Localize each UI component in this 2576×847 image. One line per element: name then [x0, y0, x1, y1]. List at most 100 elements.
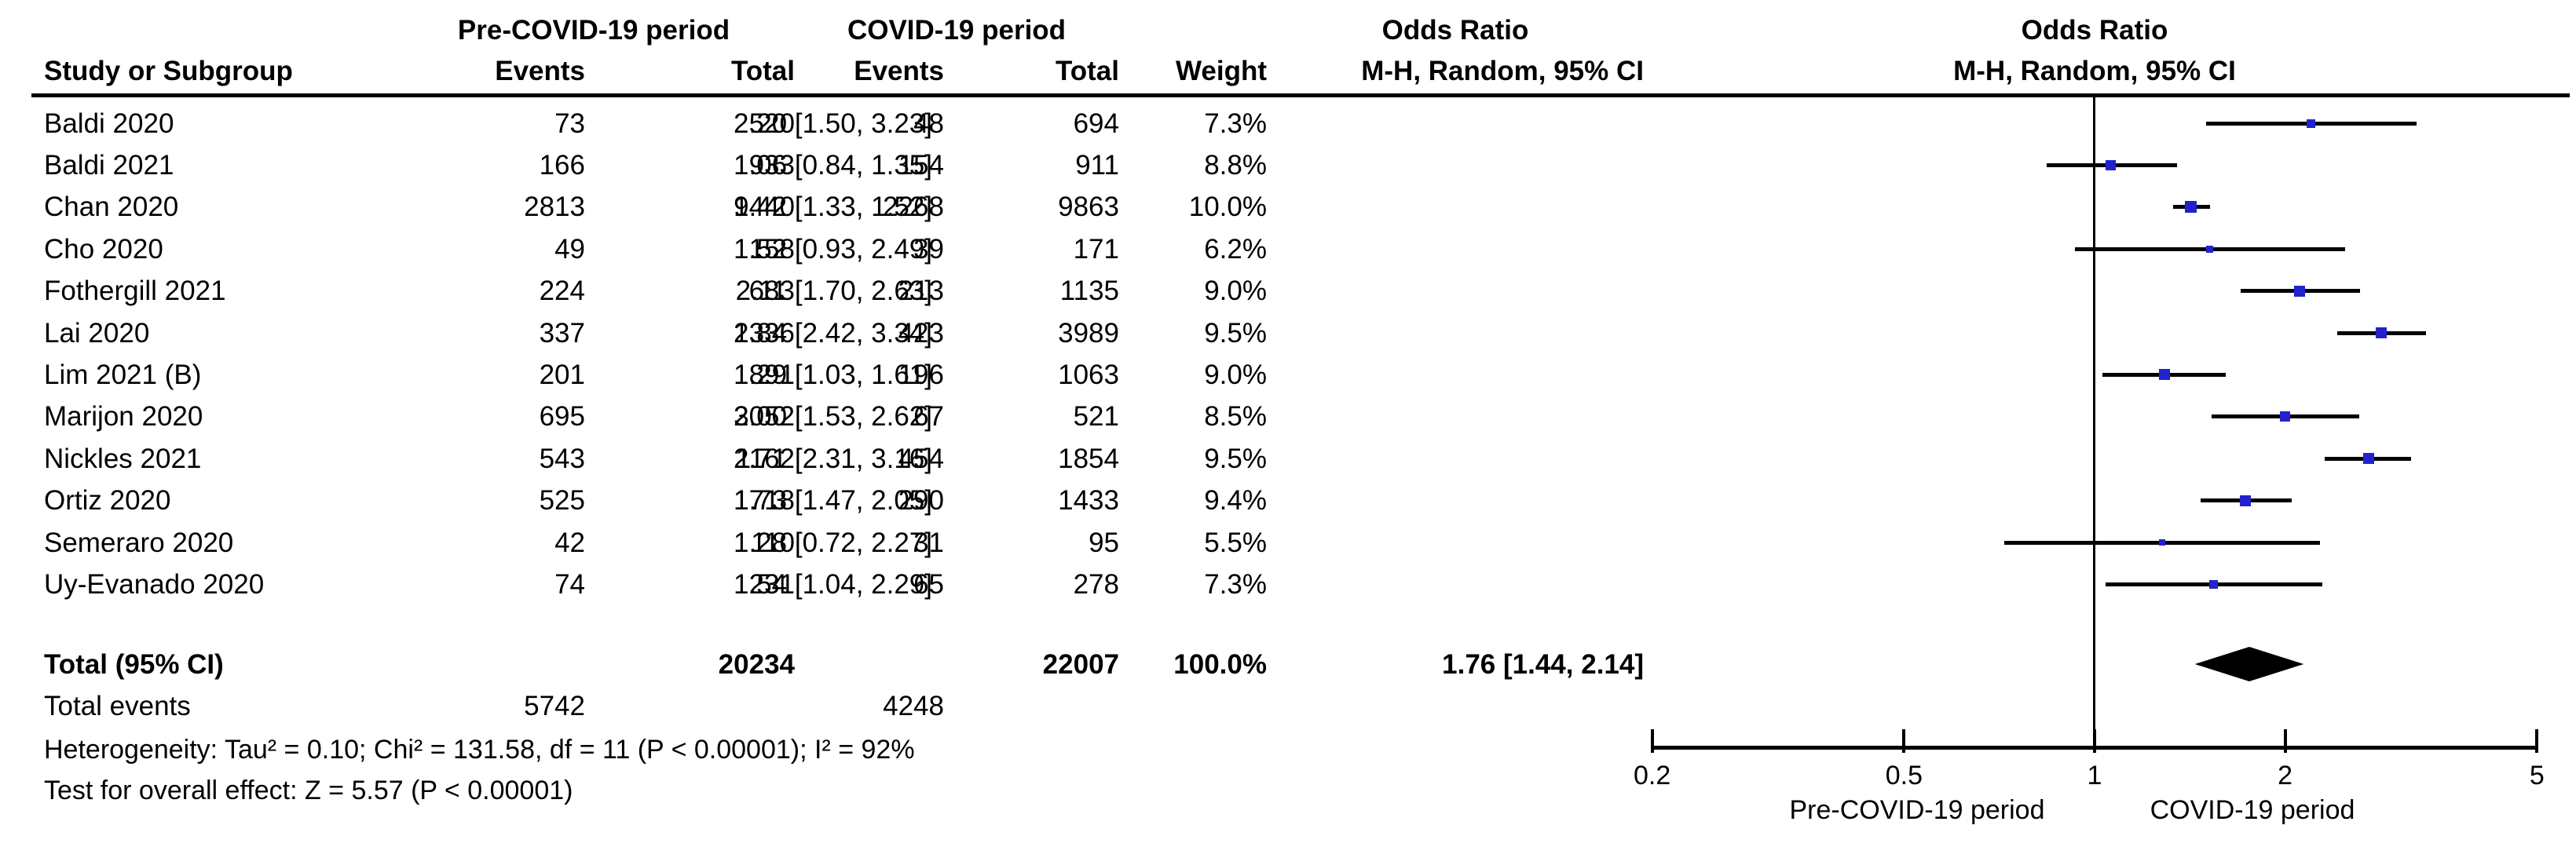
effect-marker — [2159, 369, 2171, 381]
weight: 9.0% — [1204, 276, 1267, 307]
study-name: Fothergill 2021 — [44, 276, 226, 307]
total-covid-total: 22007 — [1042, 649, 1119, 680]
study-name: Ortiz 2020 — [44, 485, 171, 517]
pre-events: 525 — [539, 485, 585, 517]
pre-total: 1162 — [735, 443, 795, 474]
pre-total: 1336 — [734, 317, 795, 349]
weight: 9.4% — [1204, 485, 1267, 517]
pre-total: 9440 — [734, 192, 795, 223]
overall-effect-text: Test for overall effect: Z = 5.57 (P < 0… — [44, 776, 573, 805]
effect-marker — [2376, 327, 2388, 338]
effect-marker — [2294, 285, 2306, 297]
axis-tick — [2535, 729, 2539, 753]
covid-events: 454 — [898, 443, 944, 474]
covid-events: 2268 — [883, 192, 944, 223]
pre-total: 891 — [748, 359, 795, 390]
pre-total: 110 — [751, 527, 795, 558]
effect-marker — [2280, 411, 2291, 422]
covid-total: 1854 — [1058, 443, 1119, 474]
total-events-covid: 4248 — [883, 691, 944, 721]
axis-tick-label: 1 — [2087, 761, 2102, 790]
total-or-ci: 1.76 [1.44, 2.14] — [1442, 649, 1644, 680]
covid-events: 48 — [913, 108, 944, 139]
study-row: Fothergill 2021 224 683 213 1135 9.0% 2.11 [1.… — [0, 270, 2576, 312]
study-row: Baldi 2020 73 520 48 694 7.3% 2.20 [1.50, 3.23… — [0, 103, 2576, 144]
total-pre-total: 20234 — [718, 649, 795, 680]
study-name: Nickles 2021 — [44, 443, 202, 474]
study-row: Lim 2021 (B) 201 891 196 1063 9.0% 1.29 [1.03,… — [0, 354, 2576, 396]
header-odds-ratio-right: Odds Ratio — [2021, 15, 2168, 46]
pre-total: 933 — [748, 149, 795, 181]
study-name: Baldi 2021 — [44, 149, 174, 181]
pre-events: 73 — [554, 108, 585, 139]
study-name: Marijon 2020 — [44, 401, 203, 433]
effect-marker — [2185, 201, 2197, 214]
pre-events: 74 — [554, 568, 585, 600]
covid-total: 1433 — [1058, 485, 1119, 517]
pre-events: 42 — [554, 527, 585, 558]
pre-events: 166 — [539, 149, 585, 181]
effect-marker — [2105, 159, 2116, 170]
covid-events: 213 — [898, 276, 944, 307]
total-label: Total (95% CI) — [44, 649, 224, 680]
pre-events: 337 — [539, 317, 585, 349]
study-row: Semeraro 2020 42 110 31 95 5.5% 1.28 [0.72, 2.… — [0, 522, 2576, 564]
axis-tick-label: 0.2 — [1633, 761, 1671, 790]
null-line-or-1 — [2093, 97, 2095, 748]
axis-tick-label: 0.5 — [1885, 761, 1923, 790]
header-group-covid: COVID-19 period — [847, 15, 1067, 46]
study-row: Cho 2020 49 158 39 171 6.2% 1.52 [0.93, 2.49] — [0, 228, 2576, 270]
covid-total: 521 — [1073, 401, 1119, 433]
axis-tick-label: 5 — [2529, 761, 2545, 790]
effect-marker — [2362, 453, 2374, 465]
axis-tick-label: 2 — [2278, 761, 2293, 790]
pre-events: 695 — [539, 401, 585, 433]
study-name: Baldi 2020 — [44, 108, 174, 139]
study-row: Baldi 2021 166 933 154 911 8.8% 1.06 [0.84, 1.… — [0, 144, 2576, 186]
axis-tick — [2093, 729, 2096, 753]
axis-tick — [2283, 729, 2287, 753]
pre-total: 520 — [748, 108, 795, 139]
weight: 9.5% — [1204, 443, 1267, 474]
effect-marker — [2307, 119, 2316, 128]
or-ci-text: 1.28 [0.72, 2.27] — [734, 527, 932, 558]
axis-label-covid: COVID-19 period — [2150, 795, 2355, 825]
col-header-covid-events: Events — [854, 56, 944, 86]
weight: 10.0% — [1188, 192, 1267, 223]
covid-events: 65 — [913, 568, 944, 600]
or-ci-text: 1.42 [1.33, 1.52] — [734, 192, 932, 223]
weight: 9.5% — [1204, 317, 1267, 349]
covid-total: 694 — [1073, 108, 1119, 139]
pre-total: 1718 — [734, 485, 795, 517]
study-name: Semeraro 2020 — [44, 527, 234, 558]
or-ci-text: 1.06 [0.84, 1.35] — [734, 149, 932, 181]
pre-total: 3052 — [734, 401, 795, 433]
weight: 8.8% — [1204, 149, 1267, 181]
study-row: Marijon 2020 695 3052 67 521 8.5% 2.00 [1.53, … — [0, 396, 2576, 437]
weight: 8.5% — [1204, 401, 1267, 433]
covid-total: 1063 — [1058, 359, 1119, 390]
study-row: Uy-Evanado 2020 74 231 65 278 7.3% 1.54 [1.04,… — [0, 564, 2576, 605]
or-ci-text: 2.84 [2.42, 3.34] — [734, 317, 932, 349]
pre-events: 224 — [539, 276, 585, 307]
study-name: Lim 2021 (B) — [44, 359, 202, 390]
weight: 6.2% — [1204, 233, 1267, 265]
plot-header-mh-ci: M-H, Random, 95% CI — [1953, 56, 2236, 86]
or-ci-text: 1.29 [1.03, 1.61] — [734, 359, 932, 390]
study-row: Nickles 2021 543 1162 454 1854 9.5% 2.71 [2.31… — [0, 438, 2576, 480]
covid-total: 95 — [1089, 527, 1119, 558]
or-ci-text: 1.52 [0.93, 2.49] — [734, 233, 932, 265]
covid-events: 196 — [898, 359, 944, 390]
total-events-row: Total events 5742 4248 — [0, 685, 2576, 727]
study-name: Chan 2020 — [44, 192, 179, 223]
pre-events: 543 — [539, 443, 585, 474]
or-ci-text: 1.73 [1.47, 2.05] — [734, 485, 932, 517]
heterogeneity-text: Heterogeneity: Tau² = 0.10; Chi² = 131.5… — [44, 735, 915, 765]
pre-total: 158 — [748, 233, 795, 265]
covid-total: 171 — [1073, 233, 1119, 265]
pre-total: 231 — [748, 568, 795, 600]
covid-events: 290 — [898, 485, 944, 517]
pre-events: 49 — [554, 233, 585, 265]
col-header-pre-total: Total — [730, 56, 795, 86]
